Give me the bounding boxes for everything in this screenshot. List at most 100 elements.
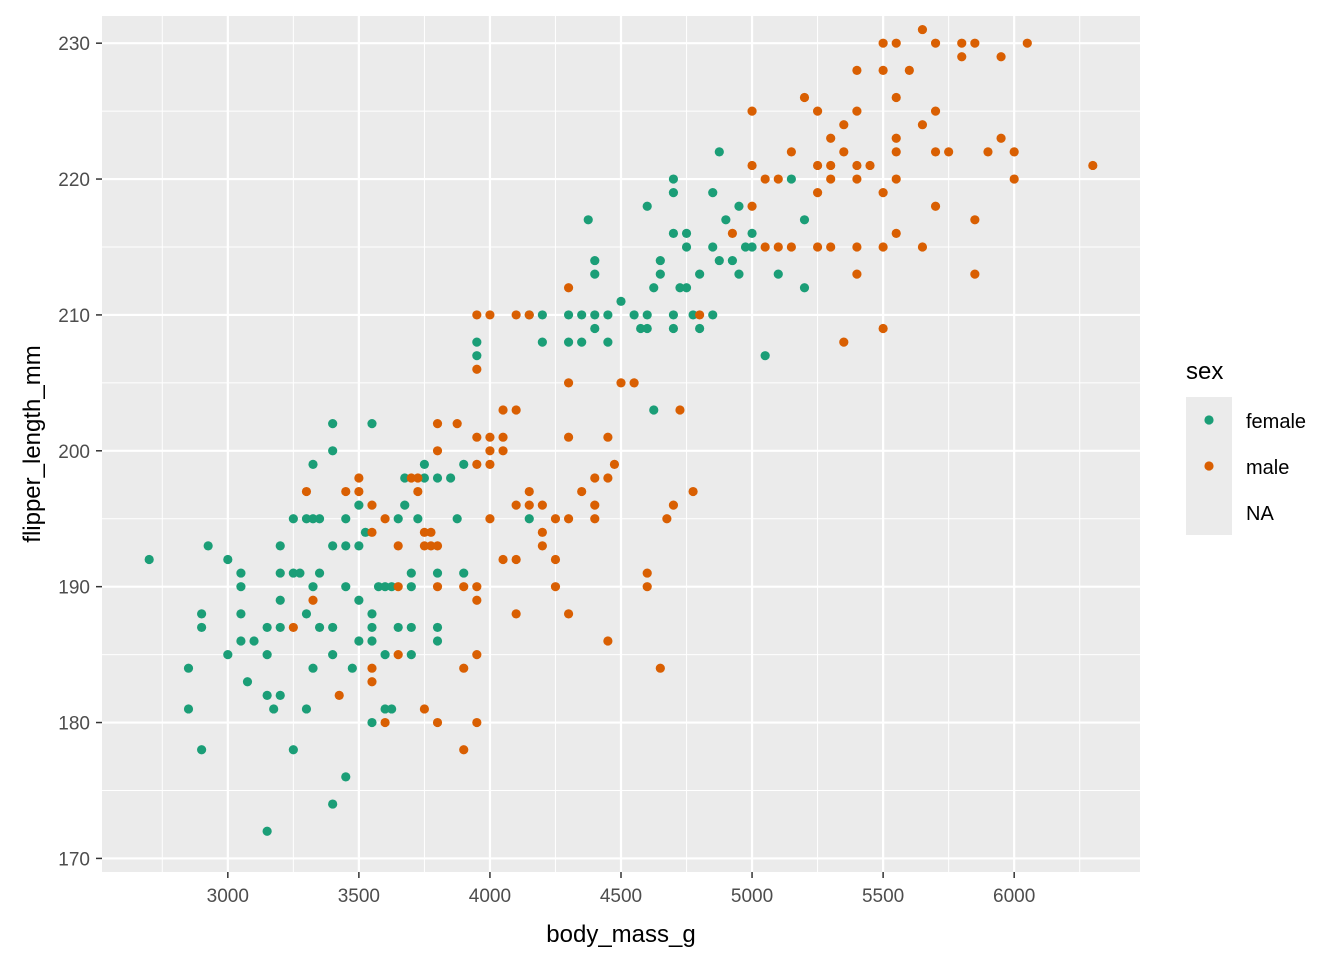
data-point-male	[563, 514, 574, 524]
data-point-male	[747, 160, 757, 171]
data-point-female	[721, 215, 731, 225]
data-point-female	[367, 609, 377, 619]
data-point-female	[616, 296, 626, 306]
data-point-male	[930, 106, 941, 116]
y-tick-label: 230	[58, 34, 90, 55]
data-point-female	[668, 310, 679, 320]
data-point-female	[590, 269, 600, 279]
data-point-male	[839, 147, 849, 157]
data-point-female	[367, 717, 377, 728]
data-point-male	[432, 717, 443, 728]
data-point-female	[446, 473, 456, 483]
x-axis-title: body_mass_g	[546, 921, 695, 948]
data-point-male	[747, 106, 757, 116]
data-point-female	[472, 337, 482, 347]
data-point-female	[341, 514, 351, 524]
data-point-female	[328, 650, 338, 660]
data-point-male	[459, 745, 469, 755]
data-point-female	[380, 650, 390, 660]
data-point-female	[275, 595, 285, 605]
data-point-female	[275, 568, 285, 578]
data-point-male	[688, 486, 698, 497]
data-point-male	[917, 24, 928, 35]
data-point-female	[262, 622, 272, 633]
data-point-male	[642, 568, 652, 578]
data-point-male	[852, 65, 862, 75]
data-point-female	[708, 310, 718, 320]
data-point-male	[891, 38, 901, 48]
data-point-female	[262, 826, 272, 836]
data-point-male	[537, 527, 547, 537]
data-point-male	[852, 160, 862, 171]
data-point-male	[944, 147, 954, 157]
data-point-female	[577, 337, 587, 347]
data-point-male	[812, 188, 823, 198]
data-point-male	[459, 582, 469, 592]
data-point-male	[675, 405, 685, 415]
data-point-female	[603, 310, 613, 320]
data-point-male	[550, 582, 561, 592]
data-point-male	[393, 541, 403, 551]
legend-label-male: male	[1246, 457, 1289, 479]
data-point-female	[288, 514, 298, 524]
data-point-female	[275, 541, 285, 551]
data-point-male	[563, 432, 574, 442]
data-point-male	[308, 595, 318, 605]
data-point-female	[314, 568, 325, 578]
data-point-male	[485, 446, 495, 456]
data-point-male	[878, 65, 888, 75]
data-point-male	[760, 174, 770, 184]
data-point-male	[590, 514, 600, 524]
y-tick-label: 200	[58, 442, 90, 463]
data-point-male	[472, 595, 482, 605]
x-tick-label: 4500	[600, 886, 642, 907]
y-tick-label: 170	[58, 849, 90, 870]
y-axis-ticks: 170 180 190 200 210 220 230	[58, 34, 102, 870]
data-point-female	[360, 527, 371, 537]
data-point-female	[563, 337, 574, 347]
data-point-male	[472, 459, 482, 469]
data-point-male	[563, 283, 574, 293]
data-point-male	[537, 541, 547, 551]
data-point-female	[642, 323, 652, 334]
data-point-female	[288, 568, 298, 578]
data-point-male	[996, 133, 1006, 143]
data-point-female	[380, 582, 390, 592]
data-point-male	[432, 446, 443, 456]
data-point-male	[727, 228, 738, 238]
data-point-male	[459, 663, 469, 673]
data-point-male	[839, 120, 849, 130]
data-point-female	[668, 188, 679, 198]
data-point-female	[537, 337, 547, 347]
data-point-male	[367, 677, 377, 687]
data-point-female	[373, 582, 384, 592]
data-point-female	[432, 622, 443, 633]
data-point-male	[603, 636, 613, 646]
data-point-male	[970, 215, 980, 225]
data-point-male	[406, 473, 416, 483]
data-point-male	[891, 147, 901, 157]
data-point-female	[432, 636, 443, 646]
data-point-male	[472, 364, 482, 374]
data-point-male	[642, 582, 652, 592]
data-point-male	[786, 242, 796, 252]
data-point-male	[426, 527, 436, 537]
legend-title: sex	[1186, 358, 1223, 385]
data-point-male	[419, 541, 430, 551]
data-point-female	[295, 568, 305, 578]
data-point-male	[603, 473, 613, 483]
data-point-female	[223, 554, 233, 565]
data-point-female	[197, 609, 207, 619]
data-point-female	[708, 242, 718, 252]
data-point-male	[367, 527, 377, 537]
data-point-male	[432, 541, 443, 551]
x-tick-label: 3000	[207, 886, 249, 907]
data-point-male	[852, 106, 862, 116]
data-point-male	[452, 419, 462, 429]
data-point-female	[419, 459, 430, 469]
data-point-male	[1009, 174, 1019, 184]
data-point-female	[459, 459, 469, 469]
data-point-male	[865, 160, 875, 171]
y-tick-label: 220	[58, 170, 90, 191]
